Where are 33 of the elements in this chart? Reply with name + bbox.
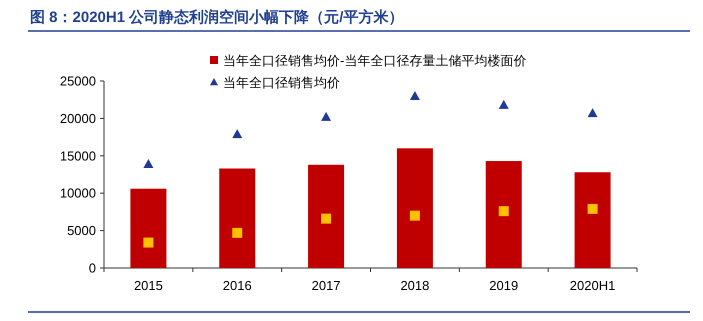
- y-tick-label: 0: [88, 260, 96, 276]
- point: [321, 214, 332, 224]
- bar: [308, 164, 344, 268]
- x-tick-label: 2017: [312, 278, 341, 293]
- point: [498, 206, 509, 216]
- point: [232, 228, 242, 238]
- y-tick-label: 10000: [60, 186, 96, 201]
- point: [232, 129, 242, 138]
- point: [588, 108, 598, 118]
- y-tick-label: 25000: [60, 74, 96, 88]
- legend-label: 当年全口径销售均价: [223, 75, 340, 90]
- y-tick-label: 20000: [60, 110, 96, 126]
- bar: [396, 148, 433, 268]
- x-tick-label: 2018: [400, 278, 430, 293]
- point: [321, 112, 332, 121]
- x-tick-label: 2016: [222, 278, 252, 293]
- point: [588, 204, 598, 214]
- x-tick-label: 2019: [489, 278, 518, 293]
- bar: [486, 161, 522, 268]
- point: [410, 210, 420, 221]
- point: [143, 159, 154, 168]
- y-tick-label: 15000: [60, 148, 96, 164]
- x-tick-label: 2020H1: [570, 278, 616, 293]
- legend-label: 当年全口径销售均价-当年全口径存量土储平均楼面价: [223, 53, 526, 68]
- point: [410, 90, 420, 100]
- bar: [219, 168, 256, 268]
- point: [143, 238, 154, 248]
- x-tick-label: 2015: [134, 278, 163, 293]
- y-tick-label: 5000: [67, 223, 96, 238]
- point: [498, 100, 509, 109]
- bar: [574, 172, 611, 268]
- bar: [130, 188, 166, 268]
- title: 图 8：2020H1 公司静态利润空间小幅下降（元/平方米）: [30, 9, 404, 26]
